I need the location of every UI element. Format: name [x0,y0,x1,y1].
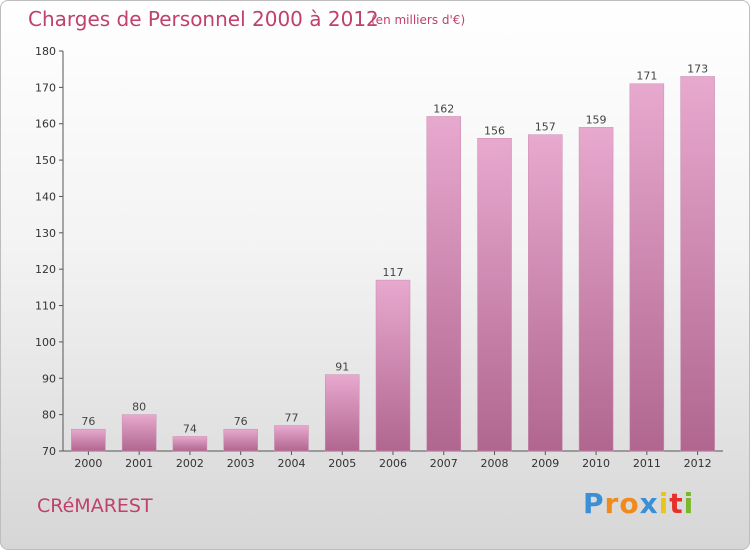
y-tick-label: 130 [35,227,56,240]
logo-letter: i [658,487,670,520]
y-tick-label: 150 [35,154,56,167]
y-tick-label: 110 [35,300,56,313]
x-tick-label: 2004 [277,457,305,470]
bar-value-label: 80 [132,401,146,414]
y-tick-label: 120 [35,263,56,276]
x-tick-label: 2007 [430,457,458,470]
logo-letter: t [669,487,684,520]
bar-value-label: 159 [586,113,607,126]
x-tick-label: 2000 [74,457,102,470]
chart-subtitle: (en milliers d'€) [371,13,466,27]
bar [172,436,208,452]
logo-letter: P [583,487,605,520]
y-tick-label: 70 [42,445,56,458]
y-tick-label: 180 [35,45,56,58]
x-tick-label: 2010 [582,457,610,470]
x-tick-label: 2008 [481,457,509,470]
x-tick-label: 2001 [125,457,153,470]
y-tick-label: 100 [35,336,56,349]
logo-letter: o [619,487,640,520]
y-tick-label: 80 [42,409,56,422]
x-tick-label: 2011 [633,457,661,470]
bar-value-label: 76 [234,415,248,428]
y-tick-label: 160 [35,118,56,131]
commune-name: CRéMAREST [37,495,153,517]
logo-letter: i [683,487,695,520]
bar-value-label: 74 [183,422,197,435]
bar-value-label: 173 [687,62,708,75]
bar [375,279,411,452]
bar [223,428,258,452]
x-tick-label: 2005 [328,457,356,470]
bar-value-label: 76 [81,415,95,428]
bar [680,76,715,452]
bar [477,138,512,452]
bar-value-label: 91 [335,361,349,374]
bar [578,127,614,452]
x-tick-label: 2003 [227,457,255,470]
bar [324,374,360,452]
bar-value-label: 156 [484,124,505,137]
x-tick-label: 2002 [176,457,204,470]
bar-value-label: 171 [636,70,657,83]
bar [528,134,563,452]
y-tick-label: 170 [35,81,56,94]
proxiti-logo[interactable]: Proxiti [583,487,694,520]
bar [121,414,157,452]
x-tick-label: 2006 [379,457,407,470]
y-tick-label: 90 [42,372,56,385]
bar-value-label: 157 [535,121,556,134]
bar [71,428,106,452]
y-tick-label: 140 [35,190,56,203]
bar [629,83,665,452]
bar [274,425,309,452]
x-tick-label: 2012 [684,457,712,470]
bar-value-label: 117 [383,266,404,279]
bar [426,116,462,452]
bar-value-label: 162 [433,102,454,115]
chart-title: Charges de Personnel 2000 à 2012 [28,7,379,31]
bar-value-label: 77 [284,412,298,425]
logo-letter: x [639,487,659,520]
logo-letter: r [604,487,620,520]
x-tick-label: 2009 [531,457,559,470]
